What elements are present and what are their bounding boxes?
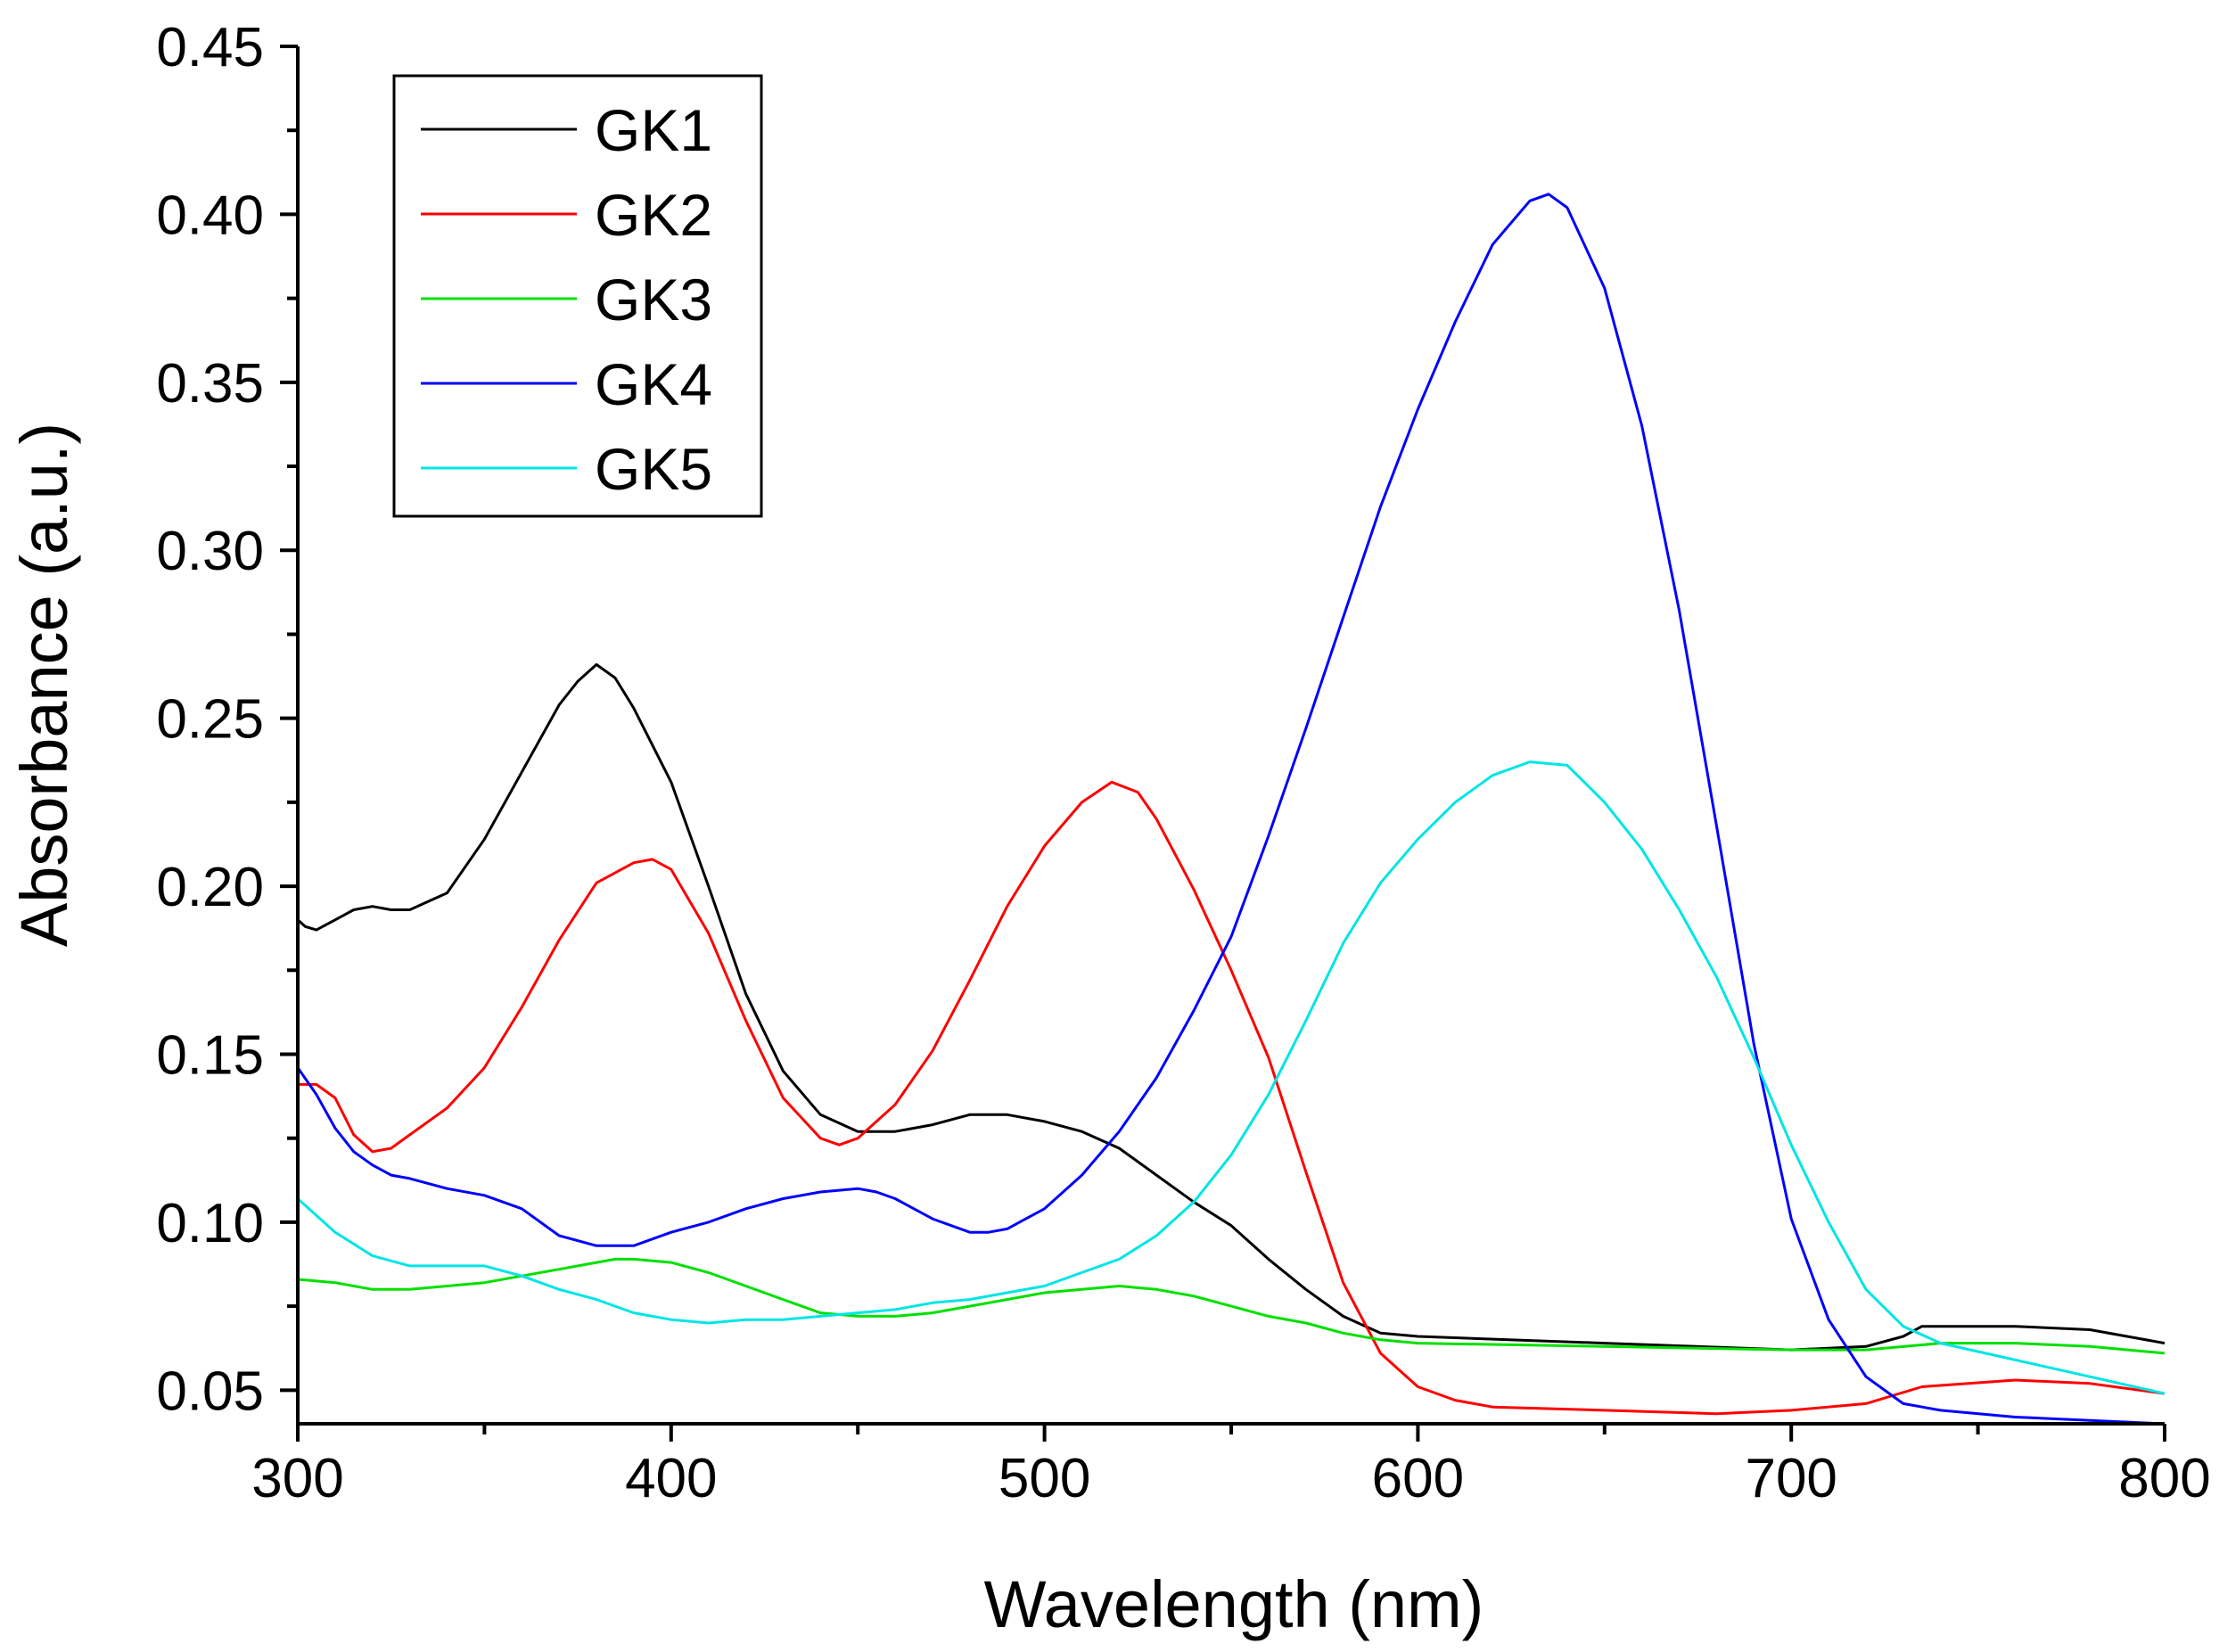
x-tick-label: 500	[999, 1448, 1090, 1509]
y-tick-label: 0.40	[156, 185, 264, 246]
y-axis-title: Absorbance (a.u.)	[7, 423, 81, 947]
x-tick-label: 400	[625, 1448, 717, 1509]
legend-label: GK4	[595, 351, 712, 417]
y-tick-label: 0.05	[156, 1360, 264, 1422]
series-line-gk4	[296, 193, 2166, 1426]
x-tick-label: 700	[1745, 1448, 1837, 1509]
legend-box	[392, 74, 763, 518]
x-axis-title: Wavelength (nm)	[984, 1567, 1484, 1641]
y-tick-label: 0.20	[156, 857, 264, 918]
x-tick-label: 800	[2118, 1448, 2210, 1509]
legend-label: GK1	[595, 97, 712, 163]
series-line-gk2	[298, 780, 2166, 1416]
y-tick-label: 0.30	[156, 521, 264, 582]
y-tick-label: 0.25	[156, 689, 264, 751]
series-line-gk5	[296, 760, 2166, 1395]
y-tick-label: 0.35	[156, 353, 264, 415]
plot-area: 300 400 500 600 700 800 0.05 0.10 0.15 0.20 0.25 0.…	[156, 17, 2210, 1509]
y-tick-label: 0.10	[156, 1193, 264, 1254]
x-tick-label: 300	[251, 1448, 343, 1509]
y-tick-label: 0.45	[156, 17, 264, 78]
legend-label: GK5	[595, 436, 712, 502]
y-tick-label: 0.15	[156, 1024, 264, 1086]
x-tick-label: 600	[1372, 1448, 1464, 1509]
series-line-gk3	[297, 1257, 2166, 1355]
legend-label: GK2	[595, 182, 712, 248]
series-line-gk1	[297, 662, 2166, 1352]
legend-label: GK3	[595, 267, 712, 333]
